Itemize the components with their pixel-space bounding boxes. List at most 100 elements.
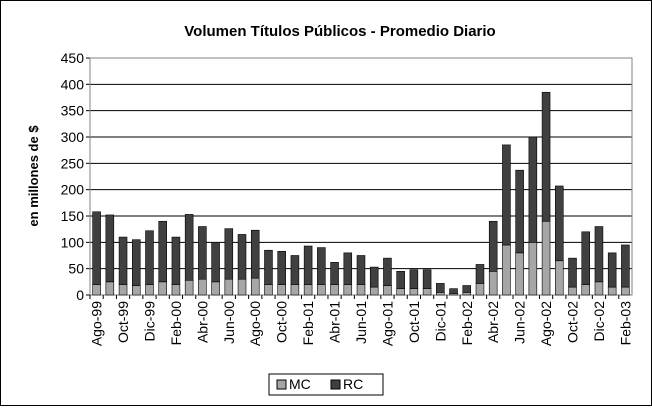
legend-label: RC: [343, 376, 363, 392]
bar-segment: [555, 185, 564, 262]
bar-segment: [369, 286, 379, 296]
bar-segment: [356, 284, 366, 296]
x-tick-label: Ago-02: [538, 301, 554, 346]
bar-segment: [198, 278, 207, 296]
bar-segment: [436, 283, 445, 293]
bar-segment: [621, 244, 630, 288]
x-tick-label: Abr-00: [194, 301, 210, 343]
bar-segment: [515, 252, 524, 296]
bar-segment: [105, 214, 115, 283]
bar-segment: [436, 292, 445, 296]
bar-segment: [132, 239, 141, 286]
bar-segment: [462, 292, 472, 296]
bar-segment: [396, 270, 405, 289]
bar-segment: [488, 270, 498, 296]
bar-segment: [396, 288, 405, 296]
y-tick-label: 100: [61, 234, 85, 250]
bar-segment: [171, 284, 181, 296]
y-tick-label: 450: [61, 50, 85, 66]
bar-segment: [224, 278, 234, 296]
y-tick-label: 150: [61, 208, 85, 224]
bar-segment: [237, 278, 247, 296]
bar-segment: [568, 286, 577, 296]
bar-segment: [145, 284, 154, 296]
bar-segment: [118, 284, 128, 296]
bar-segment: [541, 91, 551, 222]
y-tick-label: 400: [61, 76, 85, 92]
bar-segment: [409, 288, 419, 296]
x-tick-label: Jun-02: [512, 301, 528, 344]
bar-segment: [158, 281, 167, 296]
x-tick-label: Ago-99: [89, 301, 105, 346]
legend-swatch: [276, 379, 287, 390]
bar-segment: [92, 284, 101, 296]
y-tick-label: 350: [61, 103, 85, 119]
x-tick-label: Ago-01: [379, 301, 395, 346]
x-tick-label: Oct-02: [565, 301, 581, 343]
x-tick-label: Feb-03: [617, 301, 633, 346]
bar-segment: [528, 242, 538, 296]
bar-segment: [607, 252, 617, 288]
bar-segment: [145, 230, 154, 285]
bar-segment: [317, 284, 326, 296]
bar-segment: [369, 266, 379, 288]
x-tick-label: Feb-00: [168, 301, 184, 346]
bar-segment: [581, 231, 590, 285]
bar-segment: [290, 284, 300, 296]
bar-segment: [356, 255, 366, 285]
x-tick-label: Dic-02: [591, 301, 607, 342]
bar-segment: [528, 136, 538, 243]
bar-segment: [237, 234, 247, 280]
bar-segment: [92, 211, 101, 285]
bar-segment: [475, 283, 485, 296]
bar-segment: [198, 226, 207, 280]
bar-segment: [250, 277, 260, 296]
x-tick-label: Jun-01: [353, 301, 369, 344]
bar-segment: [290, 255, 300, 285]
bar-segment: [317, 247, 326, 285]
bar-segment: [594, 281, 604, 296]
bar-segment: [118, 236, 128, 285]
bar-segment: [184, 214, 194, 281]
bar-segment: [594, 226, 604, 283]
x-tick-label: Feb-02: [459, 301, 475, 346]
bar-segment: [502, 244, 511, 296]
bar-segment: [303, 245, 313, 285]
bar-segment: [277, 250, 286, 285]
bar-segment: [330, 262, 339, 285]
bar-segment: [581, 284, 590, 296]
bar-segment: [449, 288, 458, 294]
y-tick-label: 250: [61, 155, 85, 171]
y-tick-label: 300: [61, 129, 85, 145]
bar-segment: [409, 269, 419, 289]
x-tick-label: Abr-01: [327, 301, 343, 343]
x-tick-label: Dic-99: [141, 301, 157, 342]
x-tick-label: Feb-01: [300, 301, 316, 346]
x-tick-label: Dic-01: [432, 301, 448, 342]
bar-segment: [343, 284, 353, 296]
bar-segment: [488, 220, 498, 272]
y-tick-label: 50: [68, 261, 84, 277]
bar-segment: [343, 252, 353, 285]
bar-segment: [541, 220, 551, 296]
bar-segment: [475, 264, 485, 284]
bar-segment: [621, 286, 630, 296]
bar-segment: [502, 144, 511, 246]
bar-segment: [264, 249, 273, 285]
bar-segment: [383, 257, 392, 286]
bar-segment: [607, 286, 617, 296]
bar-segment: [422, 288, 432, 296]
legend-swatch: [330, 379, 341, 390]
bar-segment: [264, 284, 273, 296]
bar-segment: [568, 257, 577, 288]
bar-segment: [383, 285, 392, 296]
bar-segment: [462, 285, 472, 293]
bar-segment: [105, 281, 115, 296]
bar-segment: [211, 242, 220, 283]
y-tick-label: 0: [76, 287, 84, 303]
x-tick-label: Oct-00: [274, 301, 290, 343]
y-tick-label: 200: [61, 182, 85, 198]
bar-segment: [422, 269, 432, 289]
chart-title: Volumen Títulos Públicos - Promedio Diar…: [184, 23, 495, 40]
